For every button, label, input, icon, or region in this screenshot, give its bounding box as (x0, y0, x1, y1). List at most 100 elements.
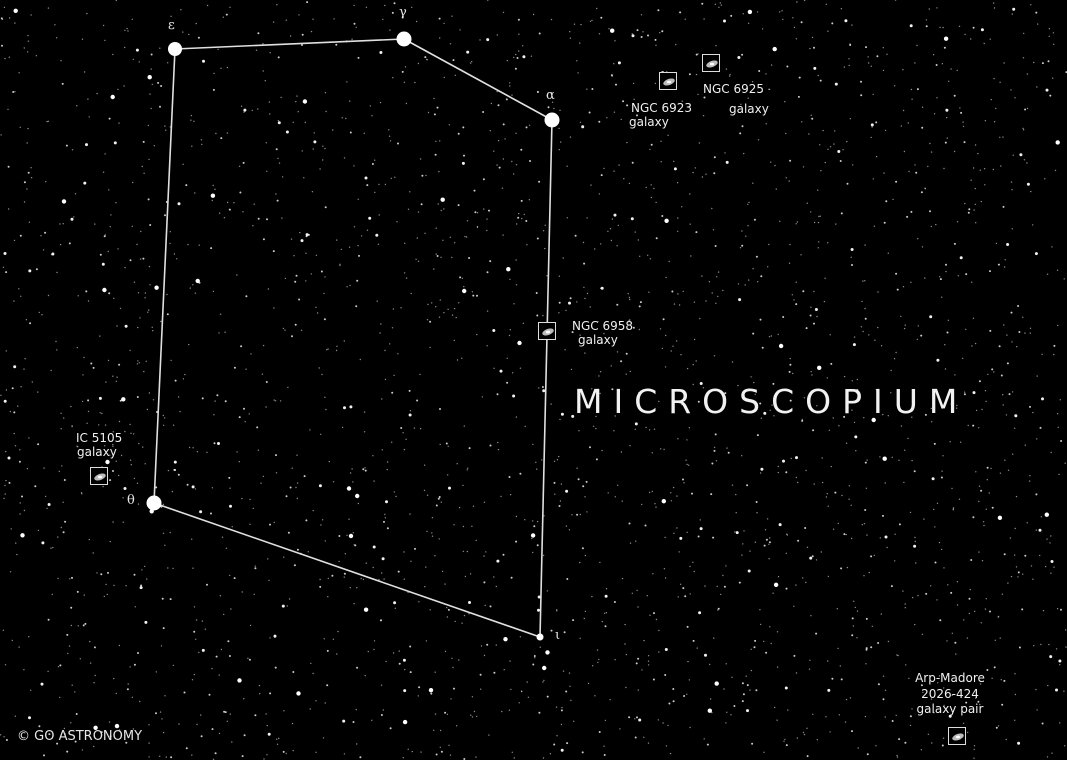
background-star (466, 50, 470, 54)
background-star (318, 484, 322, 488)
background-star (108, 292, 111, 295)
background-star (19, 513, 21, 515)
background-star (115, 460, 117, 462)
background-star (768, 243, 770, 246)
background-star (479, 673, 482, 676)
background-star (843, 66, 846, 68)
background-star (720, 593, 722, 596)
background-star (757, 139, 760, 141)
background-star (625, 653, 628, 656)
background-star (699, 317, 701, 320)
background-star (93, 682, 95, 684)
background-star (728, 75, 731, 77)
background-star (411, 6, 413, 9)
background-star (756, 512, 758, 514)
background-star (127, 30, 129, 32)
background-star (109, 479, 112, 482)
background-star (93, 646, 96, 649)
background-star (741, 125, 744, 128)
background-star (500, 495, 502, 498)
background-star (871, 126, 873, 128)
background-star (765, 538, 768, 541)
galaxy-icon[interactable] (948, 727, 966, 745)
background-star (911, 459, 913, 462)
background-star (346, 486, 352, 491)
background-star (604, 612, 606, 614)
background-star (495, 644, 497, 646)
background-star (693, 338, 696, 341)
background-star (386, 527, 389, 530)
background-star (470, 714, 472, 716)
background-star (379, 619, 382, 622)
galaxy-icon[interactable] (659, 72, 677, 90)
background-star (795, 672, 798, 674)
background-star (13, 432, 15, 435)
background-star (403, 448, 406, 451)
background-star (595, 427, 597, 430)
background-star (986, 479, 988, 481)
background-star (910, 210, 913, 213)
background-star (930, 407, 932, 410)
background-star (356, 279, 359, 282)
background-star (579, 637, 581, 639)
background-star (381, 572, 383, 574)
background-star (695, 231, 698, 234)
galaxy-icon[interactable] (90, 467, 108, 485)
background-star (41, 314, 43, 316)
background-star (219, 313, 222, 315)
background-star (4, 57, 6, 60)
background-star (793, 26, 796, 29)
background-star (129, 423, 131, 426)
background-star (444, 711, 447, 714)
background-star (513, 757, 515, 759)
background-star (785, 552, 787, 554)
background-star (783, 740, 785, 742)
background-star (463, 425, 465, 427)
background-star (867, 56, 869, 58)
background-star (355, 708, 357, 711)
background-star (1040, 643, 1042, 646)
background-star (453, 339, 455, 342)
background-star (292, 121, 294, 124)
background-star (459, 276, 462, 279)
background-star (220, 67, 222, 70)
background-star (638, 392, 640, 394)
background-star (904, 603, 906, 605)
background-star (954, 641, 957, 644)
background-star (652, 573, 654, 575)
background-star (816, 405, 818, 407)
background-star (87, 300, 90, 302)
background-star (278, 162, 281, 164)
background-star (979, 683, 982, 685)
background-star (953, 242, 956, 245)
background-star (380, 323, 382, 325)
background-star (76, 105, 78, 107)
background-star (113, 141, 117, 145)
galaxy-icon[interactable] (702, 54, 720, 72)
background-star (813, 322, 815, 325)
background-star (1029, 475, 1031, 477)
background-star (226, 201, 229, 204)
background-star (457, 132, 460, 135)
background-star (482, 111, 485, 113)
background-star (360, 577, 362, 580)
background-star (86, 422, 88, 424)
background-star (584, 610, 587, 613)
background-star (776, 666, 779, 668)
background-star (542, 554, 545, 557)
background-star (14, 715, 17, 717)
background-star (692, 363, 694, 366)
background-star (383, 520, 385, 523)
background-star (112, 445, 114, 447)
galaxy-icon[interactable] (538, 322, 556, 340)
constellation-lines (153, 38, 553, 638)
background-star (620, 118, 622, 121)
background-star (166, 313, 169, 316)
background-star (603, 754, 606, 756)
background-star (64, 733, 67, 735)
background-star (277, 157, 279, 160)
background-star (218, 332, 220, 334)
background-star (1002, 205, 1005, 208)
background-star (45, 181, 47, 183)
